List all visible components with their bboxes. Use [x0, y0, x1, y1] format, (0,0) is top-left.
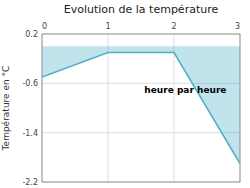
area	[42, 46, 240, 163]
x-grid-line	[174, 34, 175, 182]
chart: Evolution de la température Température e…	[0, 0, 250, 188]
x-tick-label: 2	[171, 22, 176, 31]
y-axis-label: Température en °C	[1, 66, 11, 152]
y-grid-line	[42, 132, 240, 133]
plot-area	[42, 46, 240, 163]
x-tick-label: 1	[105, 22, 110, 31]
x-tick-label: 3	[235, 22, 240, 31]
grid	[42, 34, 240, 182]
y-tick-label: 0.2	[25, 30, 38, 39]
y-tick-label: -2.2	[22, 178, 38, 187]
y-tick-label: -1.4	[22, 129, 38, 138]
plot-frame	[42, 34, 240, 182]
title: Evolution de la température	[64, 3, 219, 16]
x-tick-label: 0	[42, 22, 47, 31]
line	[42, 53, 240, 164]
x-grid-line	[108, 34, 109, 182]
x-axis-label: heure par heure	[144, 85, 226, 95]
y-tick-label: -0.6	[22, 79, 38, 88]
